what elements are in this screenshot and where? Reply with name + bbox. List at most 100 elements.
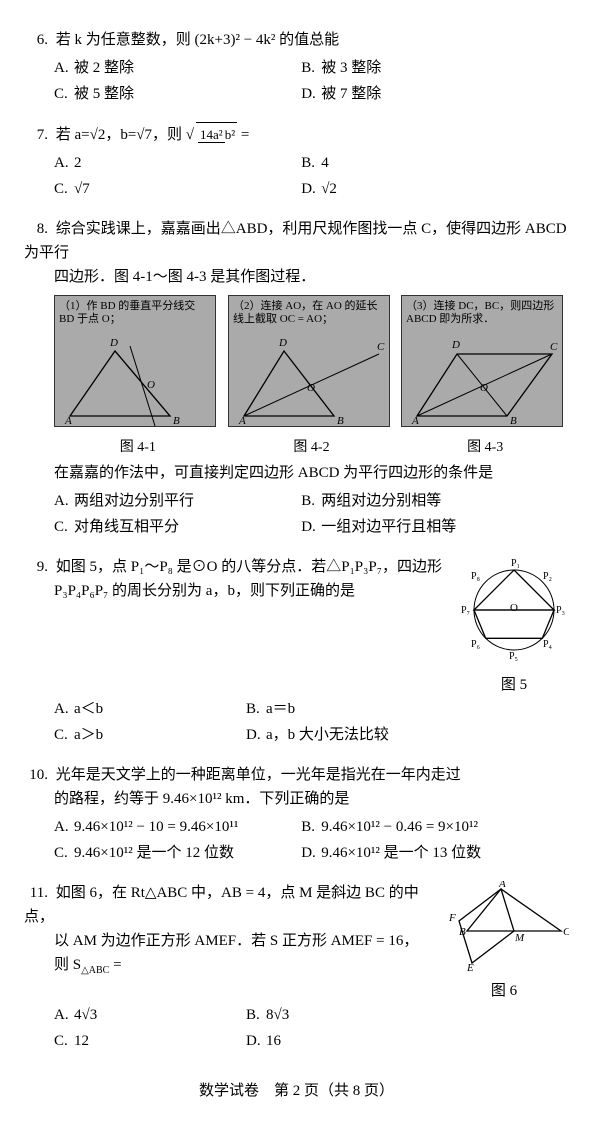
- svg-text:A: A: [498, 881, 506, 890]
- choice-a: A.被 2 整除: [54, 56, 301, 80]
- choice-d: D.a，b 大小无法比较: [246, 723, 438, 747]
- diagram-svg: （2）连接 AO，在 AO 的延长线上截取 OC = AO； A B D O C: [228, 295, 390, 427]
- question-6: 6. 若 k 为任意整数，则 (2k+3)² − 4k² 的值总能 A.被 2 …: [24, 28, 569, 108]
- question-8: 8. 综合实践课上，嘉嘉画出△ABD，利用尺规作图找一点 C，使得四边形 ABC…: [24, 217, 569, 541]
- svg-text:P₃: P₃: [556, 605, 565, 616]
- choice-a: A.2: [54, 151, 301, 175]
- svg-text:B: B: [510, 415, 517, 427]
- choice-c: C.12: [54, 1029, 246, 1053]
- q11-choices: A.4√3 B.8√3 C.12 D.16: [54, 1003, 454, 1055]
- svg-text:P₅: P₅: [509, 651, 518, 662]
- svg-text:A: A: [411, 415, 419, 427]
- figure-5-caption: 图 5: [459, 673, 569, 697]
- svg-text:O: O: [510, 602, 518, 614]
- svg-text:C: C: [563, 926, 569, 938]
- choice-d: D.√2: [301, 177, 548, 201]
- choice-d: D.16: [246, 1029, 438, 1053]
- svg-text:P₄: P₄: [543, 639, 553, 650]
- choice-b: B.被 3 整除: [301, 56, 548, 80]
- figure-5-svg: O P₁ P₂ P₃ P₄ P₅ P₆ P₇ P₈: [459, 555, 569, 665]
- q9-num: 9.: [24, 555, 48, 579]
- question-10: 10. 光年是天文学上的一种距离单位，一光年是指光在一年内走过 的路程，约等于 …: [24, 763, 569, 867]
- svg-text:P₂: P₂: [543, 571, 552, 582]
- q10-num: 10.: [24, 763, 48, 787]
- q10-text2: 的路程，约等于 9.46×10¹² km．下列正确的是: [54, 787, 569, 811]
- diagram-caption: 图 4-1: [54, 437, 222, 459]
- q7-sqrt: 14a²b²: [196, 122, 237, 147]
- diagram-svg: （1）作 BD 的垂直平分线交 BD 于点 O； A B D O: [54, 295, 216, 427]
- q7-text-post: =: [241, 127, 249, 143]
- svg-text:O: O: [480, 382, 488, 394]
- svg-text:C: C: [377, 341, 385, 353]
- choice-a: A.两组对边分别平行: [54, 489, 301, 513]
- figure-6-caption: 图 6: [439, 979, 569, 1003]
- svg-text:B: B: [173, 415, 180, 427]
- svg-text:C: C: [550, 341, 558, 353]
- page-footer: 数学试卷 第 2 页（共 8 页）: [24, 1079, 569, 1103]
- choice-b: B.4: [301, 151, 548, 175]
- svg-text:P₇: P₇: [461, 605, 470, 616]
- choice-c: C.对角线互相平分: [54, 515, 301, 539]
- svg-text:P₆: P₆: [471, 639, 481, 650]
- question-7: 7. 若 a=√2，b=√7，则 √14a²b² = A.2 B.4 C.√7 …: [24, 122, 569, 203]
- svg-text:O: O: [307, 382, 315, 394]
- q6-text: 若 k 为任意整数，则 (2k+3)² − 4k² 的值总能: [56, 32, 339, 48]
- choice-a: A.4√3: [54, 1003, 246, 1027]
- choice-c: C.√7: [54, 177, 301, 201]
- figure-5: O P₁ P₂ P₃ P₄ P₅ P₆ P₇ P₈ 图 5: [459, 555, 569, 697]
- choice-c: C.a＞b: [54, 723, 246, 747]
- q7-text-pre: 若 a=√2，b=√7，则: [56, 127, 186, 143]
- svg-text:B: B: [459, 926, 466, 938]
- diagram-4-1: （1）作 BD 的垂直平分线交 BD 于点 O； A B D O 图 4-1: [54, 295, 222, 459]
- diagram-4-2: （2）连接 AO，在 AO 的延长线上截取 OC = AO； A B D O C…: [228, 295, 396, 459]
- svg-text:D: D: [278, 337, 287, 349]
- choice-b: B.8√3: [246, 1003, 438, 1027]
- choice-d: D.9.46×10¹² 是一个 13 位数: [301, 841, 548, 865]
- svg-text:O: O: [147, 379, 155, 391]
- choice-d: D.被 7 整除: [301, 82, 548, 106]
- choice-a: A.9.46×10¹² − 10 = 9.46×10¹¹: [54, 815, 301, 839]
- q8-text2: 四边形．图 4-1～图 4-3 是其作图过程．: [54, 265, 569, 289]
- choice-a: A.a＜b: [54, 697, 246, 721]
- diagram-4-3: （3）连接 DC，BC，则四边形 ABCD 即为所求． A B D C O 图 …: [401, 295, 569, 459]
- q7-choices: A.2 B.4 C.√7 D.√2: [54, 151, 569, 203]
- q8-choices: A.两组对边分别平行 B.两组对边分别相等 C.对角线互相平分 D.一组对边平行…: [54, 489, 569, 541]
- q11-num: 11.: [24, 881, 48, 905]
- q8-text1: 综合实践课上，嘉嘉画出△ABD，利用尺规作图找一点 C，使得四边形 ABCD 为…: [24, 221, 567, 261]
- diagram-caption: 图 4-2: [228, 437, 396, 459]
- choice-d: D.一组对边平行且相等: [301, 515, 548, 539]
- q9-choices: A.a＜b B.a＝b C.a＞b D.a，b 大小无法比较: [54, 697, 454, 749]
- svg-text:D: D: [109, 337, 118, 349]
- sqrt-icon: √: [186, 127, 194, 143]
- q9-text1: 如图 5，点 P₁～P₈ 是⊙O 的八等分点．若△P₁P₃P₇，四边形: [56, 559, 442, 575]
- svg-text:M: M: [514, 932, 525, 944]
- q6-choices: A.被 2 整除 B.被 3 整除 C.被 5 整除 D.被 7 整除: [54, 56, 569, 108]
- svg-text:P₈: P₈: [471, 571, 481, 582]
- diagram-caption: 图 4-3: [401, 437, 569, 459]
- svg-text:A: A: [238, 415, 246, 427]
- q10-text1: 光年是天文学上的一种距离单位，一光年是指光在一年内走过: [56, 767, 461, 783]
- svg-text:P₁: P₁: [511, 558, 520, 569]
- q8-text3: 在嘉嘉的作法中，可直接判定四边形 ABCD 为平行四边形的条件是: [54, 461, 569, 485]
- question-11: A B C M E F 图 6 11. 如图 6，在 Rt△ABC 中，AB =…: [24, 881, 569, 1055]
- svg-text:B: B: [337, 415, 344, 427]
- choice-b: B.9.46×10¹² − 0.46 = 9×10¹²: [301, 815, 548, 839]
- diagram-svg: （3）连接 DC，BC，则四边形 ABCD 即为所求． A B D C O: [401, 295, 563, 427]
- q6-num: 6.: [24, 28, 48, 52]
- q11-text1: 如图 6，在 Rt△ABC 中，AB = 4，点 M 是斜边 BC 的中点，: [24, 885, 419, 925]
- figure-6: A B C M E F 图 6: [439, 881, 569, 1003]
- svg-text:F: F: [448, 912, 456, 924]
- q10-choices: A.9.46×10¹² − 10 = 9.46×10¹¹ B.9.46×10¹²…: [54, 815, 569, 867]
- svg-text:E: E: [466, 962, 474, 971]
- choice-b: B.a＝b: [246, 697, 438, 721]
- svg-text:D: D: [451, 339, 460, 351]
- question-9: O P₁ P₂ P₃ P₄ P₅ P₆ P₇ P₈ 图 5 9. 如图 5，点 …: [24, 555, 569, 749]
- choice-c: C.被 5 整除: [54, 82, 301, 106]
- svg-text:A: A: [64, 415, 72, 427]
- figure-6-svg: A B C M E F: [439, 881, 569, 971]
- choice-c: C.9.46×10¹² 是一个 12 位数: [54, 841, 301, 865]
- choice-b: B.两组对边分别相等: [301, 489, 548, 513]
- q7-num: 7.: [24, 123, 48, 147]
- q8-diagrams: （1）作 BD 的垂直平分线交 BD 于点 O； A B D O 图 4-1 （…: [54, 295, 569, 459]
- q8-num: 8.: [24, 217, 48, 241]
